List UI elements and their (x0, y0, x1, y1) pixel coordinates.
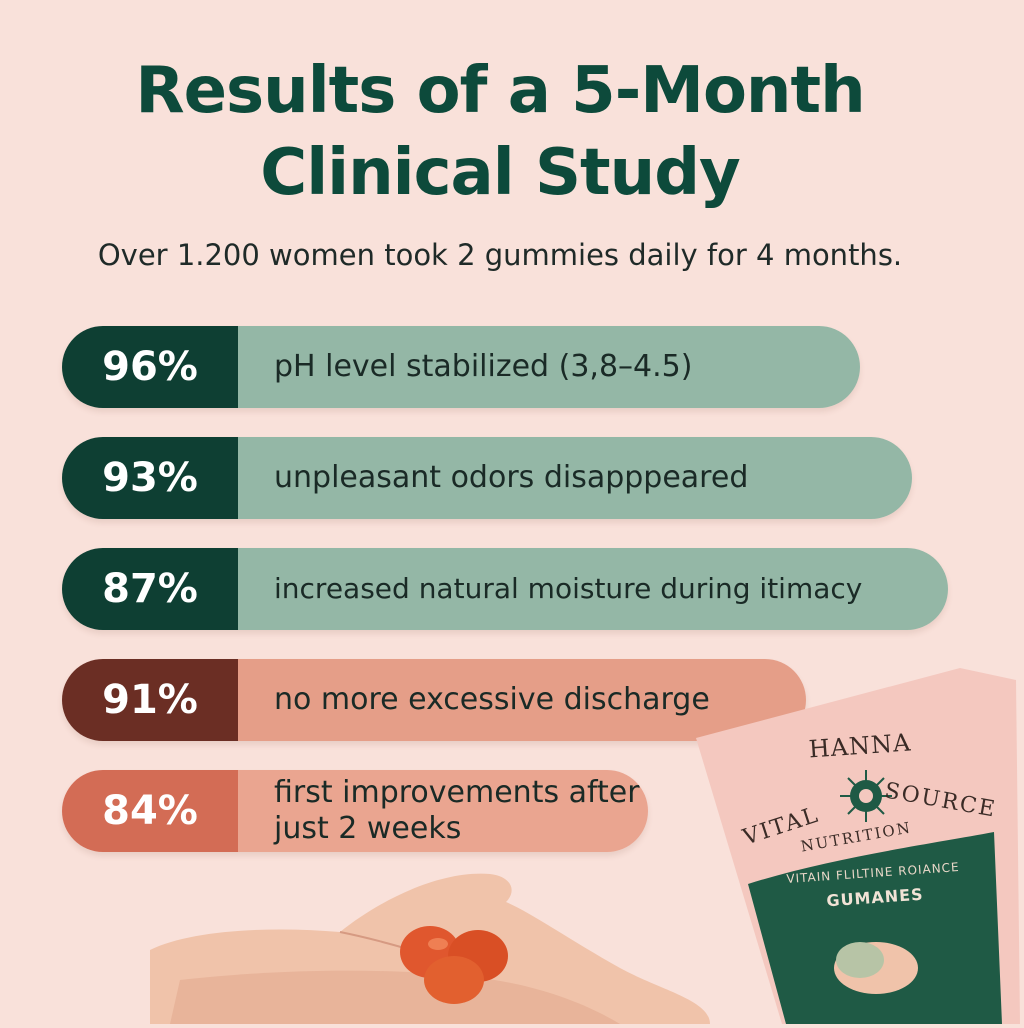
hand-with-gummies-illustration (150, 873, 710, 1024)
stat-row-discharge: 91% no more excessive discharge (62, 659, 806, 741)
sun-emblem-icon (840, 770, 892, 822)
stat-percent: 96% (62, 326, 238, 408)
stat-row-ph: 96% pH level stabilized (3,8–4.5) (62, 326, 860, 408)
stat-row-odors: 93% unpleasant odors disapppeared (62, 437, 912, 519)
stat-label: unpleasant odors disapppeared (238, 437, 912, 519)
subtitle: Over 1.200 women took 2 gummies daily fo… (97, 238, 903, 272)
stat-label: pH level stabilized (3,8–4.5) (238, 326, 860, 408)
stat-row-moisture: 87% increased natural moisture during it… (62, 548, 948, 630)
title-line-2: Clinical Study (260, 136, 740, 210)
stat-label: no more excessive discharge (238, 659, 806, 741)
product-pouch: HANNA VITAL SOURCE NUTRITION VITAIN FLIL… (690, 668, 1020, 1024)
thumbnail (836, 942, 884, 978)
gummy-3 (424, 956, 484, 1004)
gummy-highlight (428, 938, 448, 950)
page-title: Results of a 5-Month Clinical Study (0, 50, 1000, 214)
stat-row-improvements: 84% first improvements after just 2 week… (62, 770, 648, 852)
pouch-green-panel (748, 832, 1002, 1024)
stat-label: increased natural moisture during itimac… (238, 548, 948, 630)
hand-shadow (170, 970, 620, 1024)
pouch-shape (696, 668, 1020, 1024)
stat-label: first improvements after just 2 weeks (238, 770, 648, 852)
stat-percent: 87% (62, 548, 238, 630)
title-line-1: Results of a 5-Month (135, 54, 865, 128)
stat-percent: 84% (62, 770, 238, 852)
stat-percent: 91% (62, 659, 238, 741)
stat-percent: 93% (62, 437, 238, 519)
